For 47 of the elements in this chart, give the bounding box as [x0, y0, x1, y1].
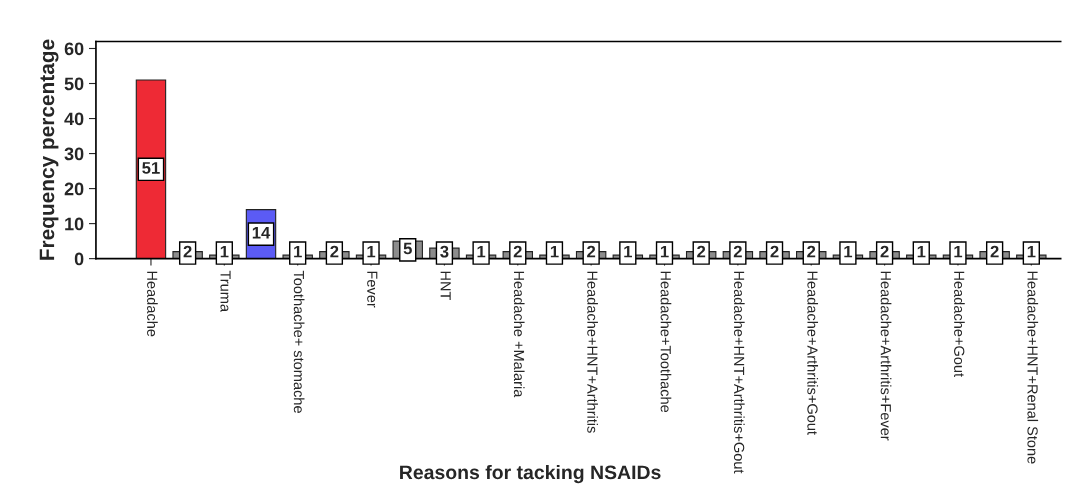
y-tick-label: 40 [64, 112, 84, 126]
x-tick-label: Headache+Toothache [660, 271, 672, 413]
data-label: 51 [142, 162, 160, 174]
y-axis-title: Frequency percentage [39, 39, 59, 260]
data-label: 1 [550, 245, 559, 258]
y-tick-label: 10 [65, 217, 84, 231]
data-label: 1 [624, 245, 632, 258]
data-label: 1 [660, 245, 669, 258]
data-label: 14 [252, 226, 271, 239]
data-label: 1 [917, 245, 926, 258]
x-tick-label: Headache+HNT+Renal Stone [1027, 271, 1039, 464]
y-tick-label: 0 [74, 252, 84, 266]
x-axis-title: Reasons for tacking NSAIDs [400, 464, 661, 484]
data-label: 2 [587, 245, 596, 258]
x-tick-label: Headache +Malaria [513, 271, 525, 398]
data-label: 2 [990, 245, 999, 258]
x-tick-label: Headache+HNT+Arthritis+Gout [733, 271, 745, 474]
data-label: 1 [954, 245, 963, 258]
y-tick-label: 30 [64, 147, 84, 161]
y-tick-label: 50 [64, 77, 84, 91]
data-label: 1 [844, 245, 853, 258]
data-label: 2 [733, 245, 742, 258]
x-tick-label: Headache+Arthritis+Gout [807, 271, 819, 435]
x-tick-label: Toothache+ stomache [293, 270, 305, 413]
x-tick-label: Headache+Gout [954, 271, 965, 377]
data-label: 2 [513, 245, 522, 258]
data-label: 2 [770, 245, 779, 258]
x-tick-label: Headache+HNT+Arthritis [587, 271, 598, 433]
x-tick-label: Headache [147, 271, 158, 337]
x-tick-label: Truma [220, 270, 231, 313]
data-label: 2 [880, 245, 889, 258]
data-label: 2 [697, 245, 706, 258]
y-tick-label: 60 [64, 42, 84, 56]
x-tick-label: Headache+Arthritis+Fever [880, 271, 892, 441]
data-label: 1 [367, 245, 376, 258]
data-label: 1 [477, 245, 486, 258]
data-label: 1 [1027, 245, 1036, 258]
data-label: 5 [403, 242, 412, 255]
data-label: 2 [807, 245, 816, 258]
data-label: 1 [220, 245, 229, 258]
x-tick-label: Fever [367, 271, 378, 308]
data-label: 2 [183, 245, 192, 258]
data-label: 1 [294, 245, 302, 258]
data-label: 3 [440, 245, 449, 258]
data-label: 2 [330, 245, 339, 258]
x-tick-label: HNT [440, 271, 451, 301]
y-tick-label: 20 [64, 182, 84, 196]
